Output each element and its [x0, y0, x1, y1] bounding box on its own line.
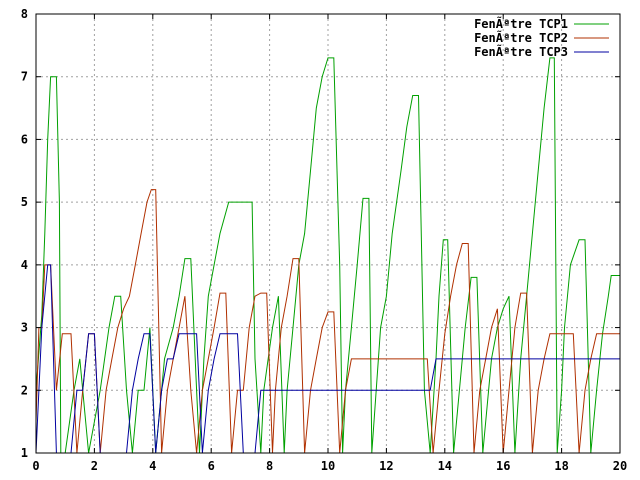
- y-tick-label: 2: [21, 383, 28, 397]
- legend-label-tcp1: FenÃªtre TCP1: [474, 16, 568, 31]
- y-tick-label: 8: [21, 7, 28, 21]
- x-tick-label: 20: [613, 459, 627, 473]
- x-tick-label: 14: [438, 459, 452, 473]
- y-tick-label: 1: [21, 446, 28, 460]
- legend-label-tcp2: FenÃªtre TCP2: [474, 30, 568, 45]
- y-tick-label: 3: [21, 321, 28, 335]
- x-tick-label: 12: [379, 459, 393, 473]
- x-tick-label: 4: [149, 459, 156, 473]
- x-tick-label: 16: [496, 459, 510, 473]
- y-tick-label: 7: [21, 70, 28, 84]
- x-tick-label: 0: [32, 459, 39, 473]
- y-tick-label: 5: [21, 195, 28, 209]
- y-tick-label: 4: [21, 258, 28, 272]
- x-tick-label: 6: [208, 459, 215, 473]
- x-tick-label: 18: [554, 459, 568, 473]
- y-tick-label: 6: [21, 132, 28, 146]
- x-tick-label: 8: [266, 459, 273, 473]
- series-line-tcp1: [35, 57, 620, 454]
- series-line-tcp2: [35, 189, 620, 454]
- x-tick-label: 2: [91, 459, 98, 473]
- x-tick-label: 10: [321, 459, 335, 473]
- legend-label-tcp3: FenÃªtre TCP3: [474, 44, 568, 59]
